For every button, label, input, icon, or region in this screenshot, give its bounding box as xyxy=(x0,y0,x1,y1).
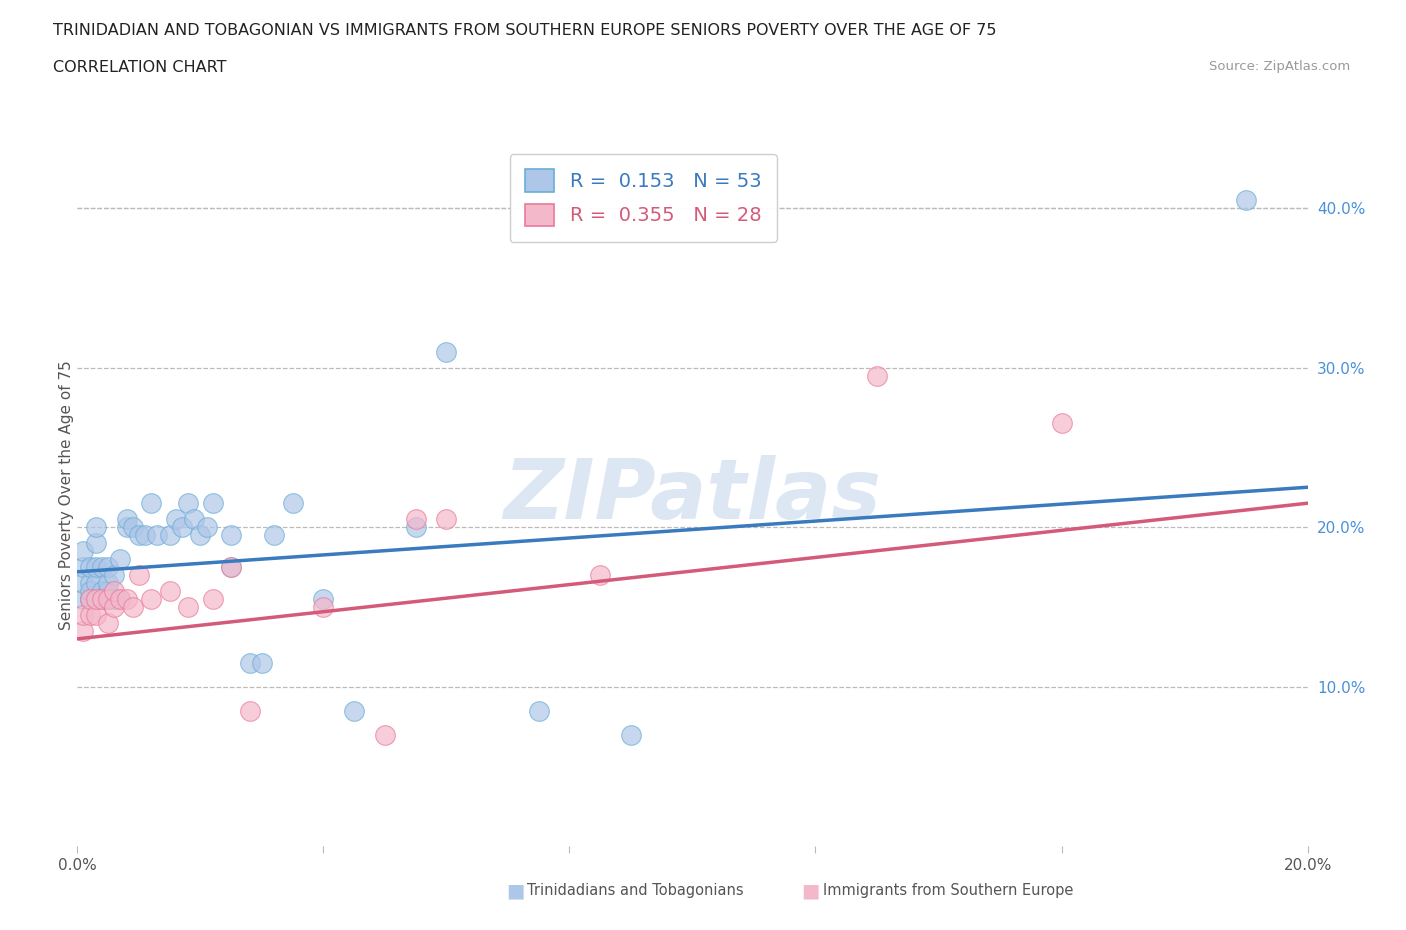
Point xyxy=(177,496,200,511)
Point xyxy=(90,591,114,606)
Point xyxy=(239,703,262,718)
Text: ■: ■ xyxy=(801,882,820,900)
Point xyxy=(79,583,101,598)
Point xyxy=(188,527,212,542)
Point xyxy=(103,591,125,606)
Point xyxy=(589,567,612,582)
Point xyxy=(115,512,138,526)
Text: Immigrants from Southern Europe: Immigrants from Southern Europe xyxy=(823,884,1073,898)
Point xyxy=(84,560,107,575)
Point xyxy=(110,591,132,606)
Point xyxy=(263,527,285,542)
Point xyxy=(84,536,107,551)
Point xyxy=(146,527,169,542)
Point xyxy=(436,512,458,526)
Point xyxy=(165,512,187,526)
Point xyxy=(343,703,366,718)
Point xyxy=(121,520,143,535)
Point xyxy=(72,544,94,559)
Point xyxy=(128,567,150,582)
Point xyxy=(436,344,458,359)
Point xyxy=(219,560,242,575)
Y-axis label: Seniors Poverty Over the Age of 75: Seniors Poverty Over the Age of 75 xyxy=(59,360,73,631)
Point xyxy=(97,576,120,591)
Point xyxy=(72,560,94,575)
Point xyxy=(219,560,242,575)
Point xyxy=(97,591,120,606)
Point xyxy=(405,512,427,526)
Point xyxy=(177,600,200,615)
Point xyxy=(141,591,163,606)
Point xyxy=(1234,193,1257,207)
Point xyxy=(141,496,163,511)
Point xyxy=(84,520,107,535)
Point xyxy=(121,600,143,615)
Point xyxy=(72,607,94,622)
Point xyxy=(134,527,156,542)
Point xyxy=(72,623,94,638)
Point xyxy=(90,560,114,575)
Point xyxy=(527,703,550,718)
Point xyxy=(79,591,101,606)
Point xyxy=(201,496,224,511)
Point xyxy=(97,616,120,631)
Point xyxy=(79,591,101,606)
Text: Trinidadians and Tobagonians: Trinidadians and Tobagonians xyxy=(527,884,744,898)
Point xyxy=(281,496,304,511)
Point xyxy=(159,583,181,598)
Point xyxy=(79,576,101,591)
Point xyxy=(97,560,120,575)
Point xyxy=(84,591,107,606)
Point xyxy=(170,520,193,535)
Point xyxy=(90,591,114,606)
Point xyxy=(250,656,273,671)
Point xyxy=(115,520,138,535)
Point xyxy=(312,600,335,615)
Point xyxy=(312,591,335,606)
Legend: R =  0.153   N = 53, R =  0.355   N = 28: R = 0.153 N = 53, R = 0.355 N = 28 xyxy=(509,153,778,242)
Point xyxy=(374,727,396,742)
Point xyxy=(97,583,120,598)
Point xyxy=(79,560,101,575)
Point xyxy=(103,567,125,582)
Point xyxy=(183,512,205,526)
Point xyxy=(84,591,107,606)
Point xyxy=(110,591,132,606)
Text: CORRELATION CHART: CORRELATION CHART xyxy=(53,60,226,75)
Point xyxy=(84,576,107,591)
Text: TRINIDADIAN AND TOBAGONIAN VS IMMIGRANTS FROM SOUTHERN EUROPE SENIORS POVERTY OV: TRINIDADIAN AND TOBAGONIAN VS IMMIGRANTS… xyxy=(53,23,997,38)
Point xyxy=(115,591,138,606)
Point xyxy=(90,583,114,598)
Point xyxy=(84,607,107,622)
Point xyxy=(239,656,262,671)
Point xyxy=(866,368,889,383)
Text: ■: ■ xyxy=(506,882,524,900)
Point xyxy=(103,583,125,598)
Point xyxy=(103,600,125,615)
Point xyxy=(128,527,150,542)
Point xyxy=(405,520,427,535)
Text: ZIPatlas: ZIPatlas xyxy=(503,455,882,536)
Point xyxy=(72,591,94,606)
Text: Source: ZipAtlas.com: Source: ZipAtlas.com xyxy=(1209,60,1350,73)
Point xyxy=(110,551,132,566)
Point xyxy=(195,520,218,535)
Point xyxy=(1050,416,1073,431)
Point xyxy=(159,527,181,542)
Point xyxy=(219,527,242,542)
Point xyxy=(79,607,101,622)
Point xyxy=(201,591,224,606)
Point xyxy=(620,727,643,742)
Point xyxy=(79,591,101,606)
Point xyxy=(72,576,94,591)
Point xyxy=(97,591,120,606)
